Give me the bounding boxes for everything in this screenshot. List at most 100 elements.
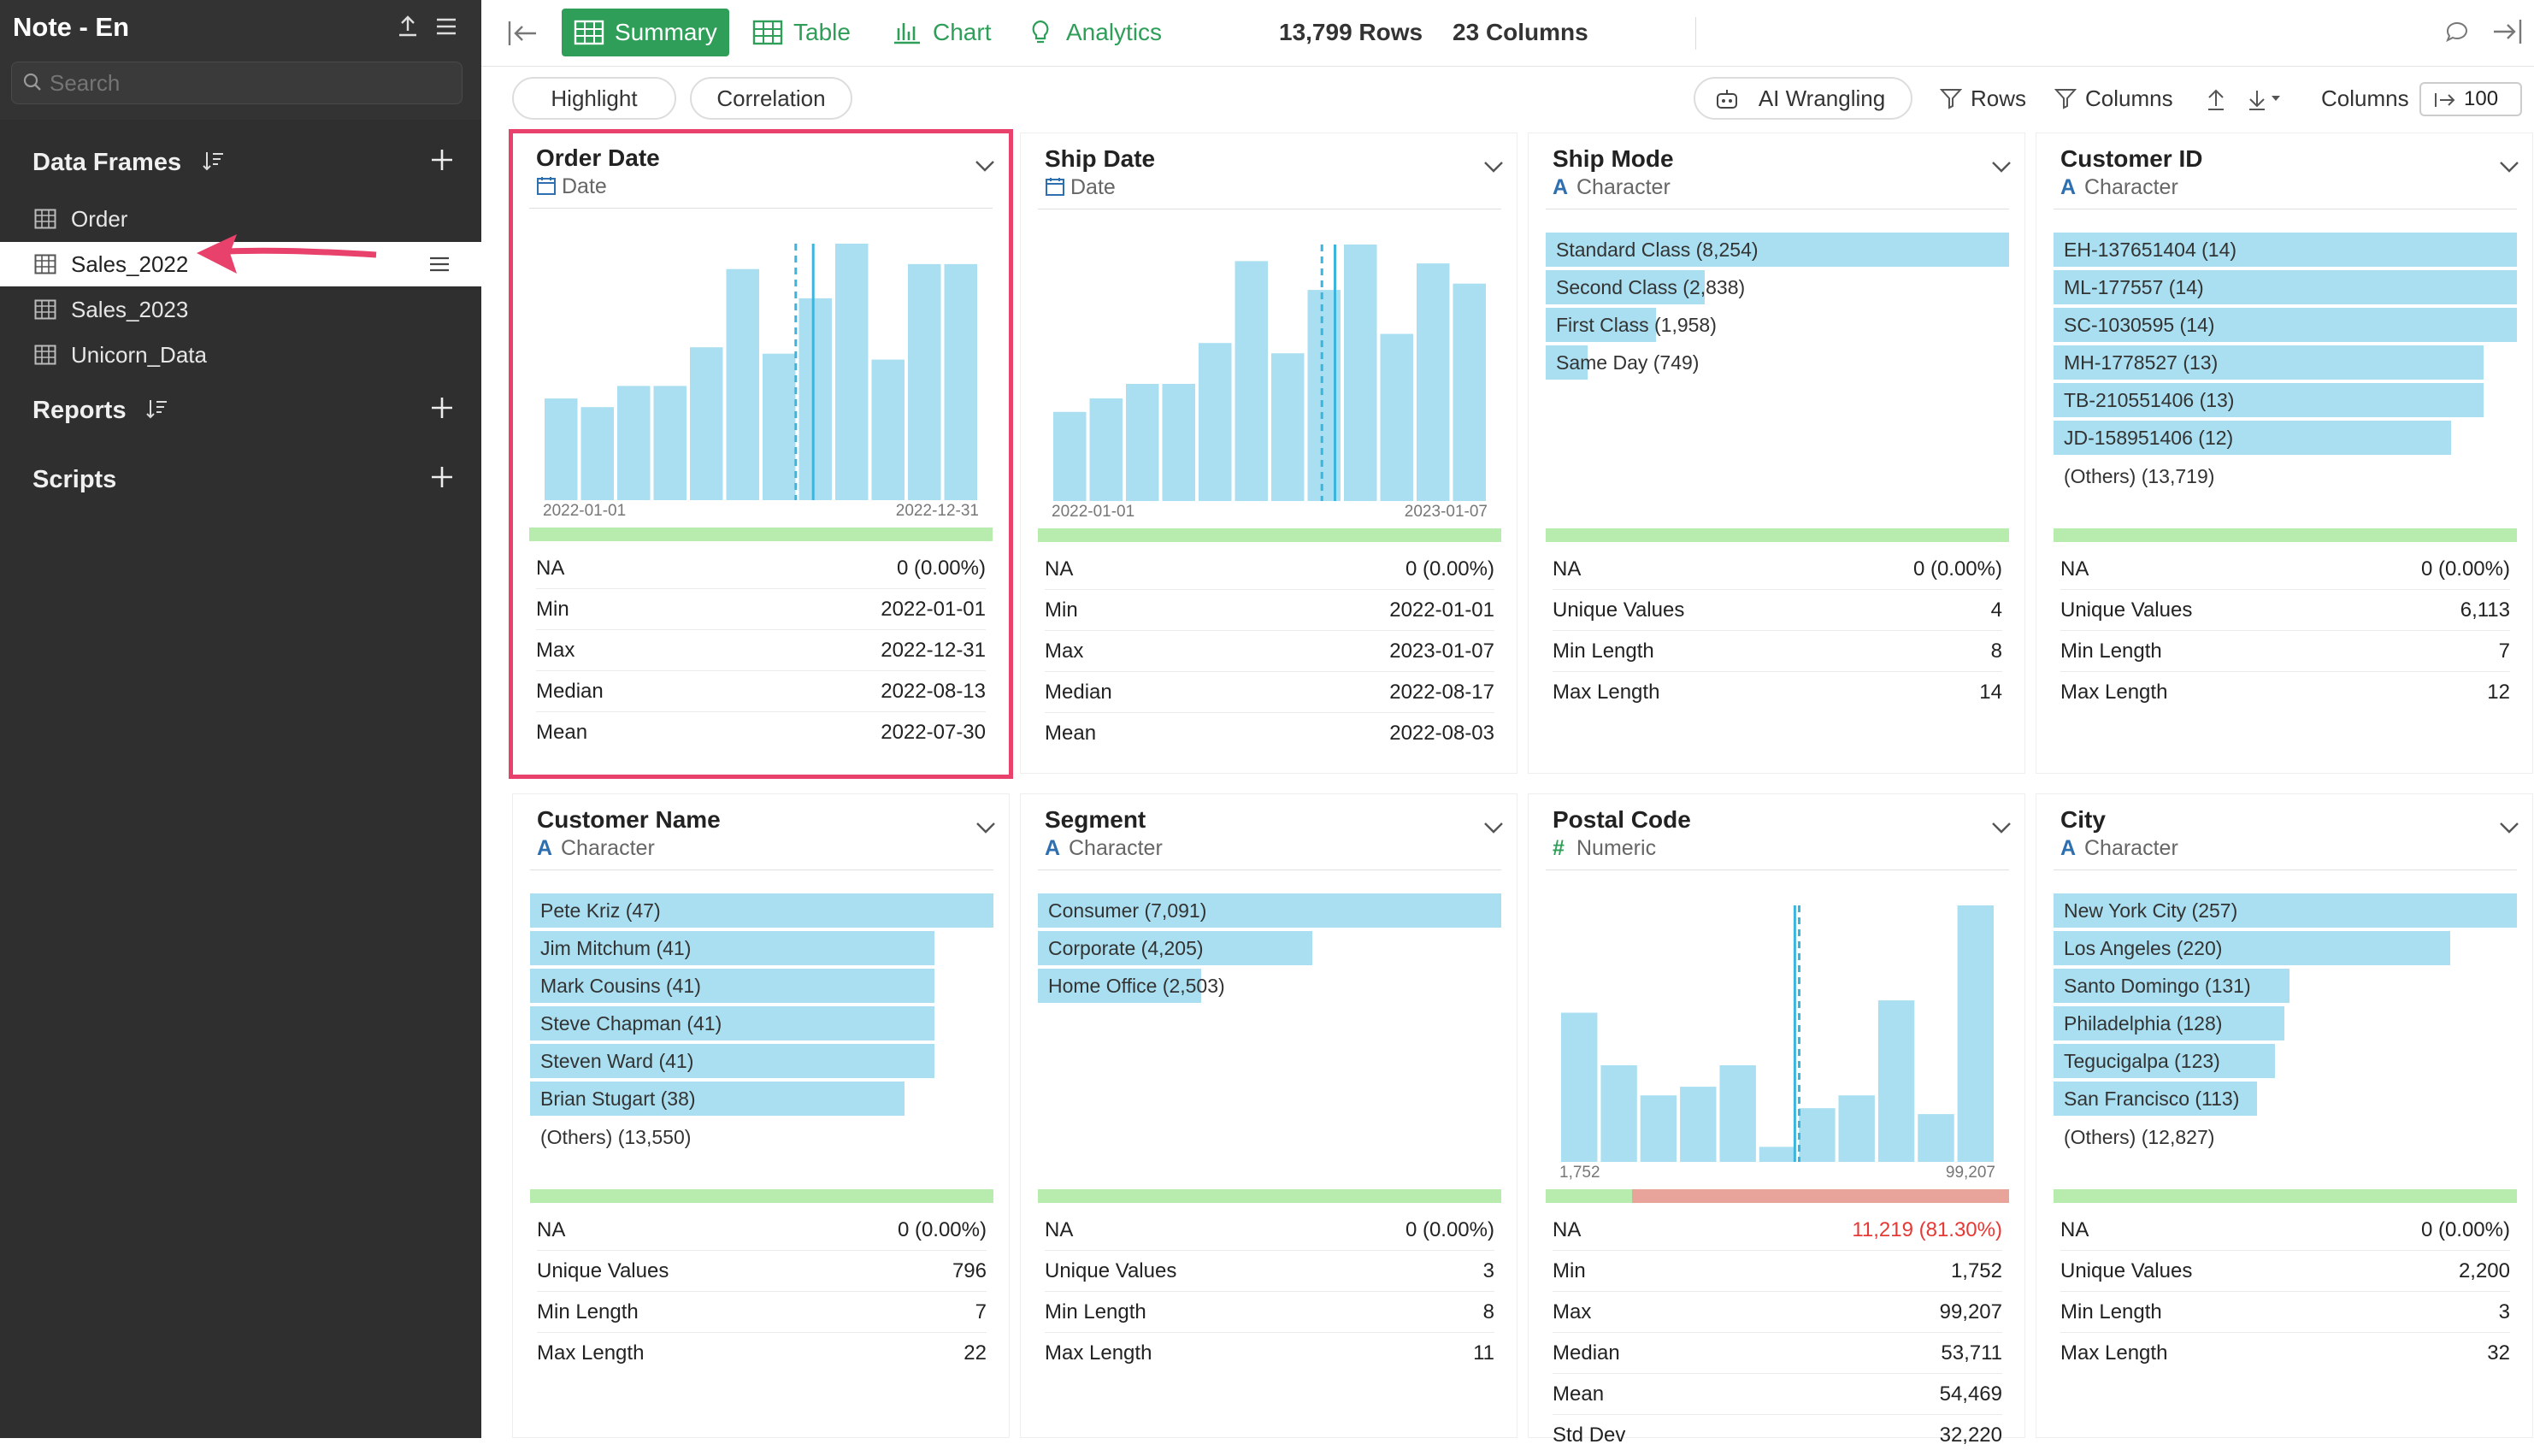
histogram-bar[interactable] bbox=[1838, 1095, 1875, 1162]
category-bar[interactable] bbox=[530, 969, 934, 1003]
correlation-button[interactable]: Correlation bbox=[690, 77, 852, 120]
chevron-down-icon[interactable] bbox=[975, 820, 997, 835]
histogram-bar[interactable] bbox=[1053, 411, 1087, 501]
column-summary-card[interactable]: Customer ID A Character EH-137651404 (14) ML… bbox=[2036, 133, 2533, 774]
histogram-bar[interactable] bbox=[653, 386, 687, 500]
hamburger-menu-icon[interactable] bbox=[433, 14, 459, 39]
column-summary-card[interactable]: Segment A Character Consumer (7,091) Corpora… bbox=[1020, 793, 1517, 1438]
histogram-bar[interactable] bbox=[1918, 1114, 1954, 1162]
histogram-bar[interactable] bbox=[1877, 1000, 1915, 1162]
sort-icon[interactable] bbox=[200, 149, 226, 174]
histogram-bar[interactable] bbox=[1235, 261, 1269, 501]
histogram-bar[interactable] bbox=[944, 263, 978, 500]
column-summary-card[interactable]: Order Date Date 2022-01-01 2022-12-31 NA 0 (0… bbox=[509, 129, 1013, 779]
expand-right-icon[interactable] bbox=[2492, 17, 2523, 46]
item-menu-icon[interactable] bbox=[427, 253, 451, 275]
chevron-down-icon[interactable] bbox=[1482, 820, 1505, 835]
add-report-icon[interactable] bbox=[429, 395, 455, 421]
category-bar[interactable] bbox=[2054, 421, 2451, 455]
histogram-bar[interactable] bbox=[726, 268, 760, 500]
histogram-bar[interactable] bbox=[617, 386, 651, 500]
category-bar[interactable] bbox=[1546, 308, 1656, 342]
tab-summary[interactable]: Summary bbox=[562, 9, 729, 56]
sidebar-item-data-frame[interactable]: Sales_2023 bbox=[0, 287, 481, 332]
category-bar[interactable] bbox=[2054, 233, 2517, 267]
histogram-bar[interactable] bbox=[690, 347, 723, 500]
upload-icon[interactable] bbox=[395, 14, 421, 39]
category-bar[interactable] bbox=[530, 1044, 934, 1078]
histogram-bar[interactable] bbox=[1380, 333, 1414, 502]
search-input[interactable] bbox=[11, 62, 463, 104]
chevron-down-icon[interactable] bbox=[2498, 820, 2520, 835]
category-bar[interactable] bbox=[1546, 233, 2009, 267]
histogram-bar[interactable] bbox=[1561, 1012, 1598, 1163]
ai-wrangling-button[interactable]: AI Wrangling bbox=[1694, 77, 1912, 120]
chevron-down-icon[interactable] bbox=[1990, 159, 2012, 174]
column-summary-card[interactable]: Ship Date Date 2022-01-01 2023-01-07 NA 0 (0.… bbox=[1020, 133, 1517, 774]
category-bar[interactable] bbox=[530, 893, 993, 928]
sidebar-item-data-frame[interactable]: Order bbox=[0, 197, 481, 241]
histogram-bar[interactable] bbox=[1271, 353, 1305, 501]
sort-down-menu-icon[interactable] bbox=[2246, 87, 2284, 111]
histogram-bar[interactable] bbox=[1126, 384, 1159, 501]
category-bar[interactable] bbox=[530, 1006, 934, 1040]
histogram-bar[interactable] bbox=[908, 263, 941, 500]
histogram-bar[interactable] bbox=[1799, 1108, 1836, 1162]
category-bar[interactable] bbox=[2054, 308, 2517, 342]
category-bar[interactable] bbox=[2054, 383, 2484, 417]
collapse-sidebar-icon[interactable] bbox=[507, 19, 538, 48]
category-bar[interactable] bbox=[2054, 893, 2517, 928]
category-bar[interactable] bbox=[2054, 1082, 2257, 1116]
histogram-bar[interactable] bbox=[1600, 1065, 1637, 1162]
category-bar[interactable] bbox=[2054, 345, 2484, 380]
column-summary-card[interactable]: Postal Code # Numeric 1,752 99,207 NA 11,219 (… bbox=[1528, 793, 2025, 1447]
columns-filter-button[interactable]: Columns bbox=[2054, 85, 2173, 112]
column-summary-card[interactable]: City A Character New York City (257) Los Ang… bbox=[2036, 793, 2533, 1438]
histogram-bar[interactable] bbox=[835, 244, 869, 500]
columns-count-input[interactable]: 100 bbox=[2419, 82, 2522, 116]
add-script-icon[interactable] bbox=[429, 464, 455, 490]
histogram-bar[interactable] bbox=[1640, 1095, 1677, 1162]
rows-filter-button[interactable]: Rows bbox=[1940, 85, 2026, 112]
tab-table[interactable]: Table bbox=[740, 9, 863, 56]
histogram-bar[interactable] bbox=[1417, 263, 1450, 501]
category-bar[interactable] bbox=[1038, 893, 1501, 928]
chevron-down-icon[interactable] bbox=[1990, 820, 2012, 835]
sidebar-item-data-frame[interactable]: Unicorn_Data bbox=[0, 333, 481, 377]
sort-up-icon[interactable] bbox=[2205, 87, 2227, 111]
chevron-down-icon[interactable] bbox=[2498, 159, 2520, 174]
comment-icon[interactable] bbox=[2444, 19, 2470, 44]
chevron-down-icon[interactable] bbox=[974, 158, 996, 174]
tab-analytics[interactable]: Analytics bbox=[1013, 9, 1174, 56]
histogram-bar[interactable] bbox=[1680, 1087, 1717, 1162]
category-bar[interactable] bbox=[530, 931, 934, 965]
category-bar[interactable] bbox=[2054, 1044, 2275, 1078]
category-bar[interactable] bbox=[1546, 270, 1705, 304]
histogram-bar[interactable] bbox=[545, 398, 578, 500]
category-bar[interactable] bbox=[1038, 969, 1201, 1003]
histogram-bar[interactable] bbox=[1162, 384, 1196, 501]
sort-icon[interactable] bbox=[144, 397, 169, 422]
category-bar[interactable] bbox=[2054, 270, 2517, 304]
histogram-bar[interactable] bbox=[1719, 1065, 1756, 1162]
column-summary-card[interactable]: Ship Mode A Character Standard Class (8,254… bbox=[1528, 133, 2025, 774]
tab-chart[interactable]: Chart bbox=[880, 9, 1003, 56]
histogram-bar[interactable] bbox=[580, 407, 615, 500]
chevron-down-icon[interactable] bbox=[1482, 159, 1505, 174]
histogram-bar[interactable] bbox=[871, 359, 905, 500]
histogram-bar[interactable] bbox=[1344, 245, 1377, 501]
category-bar[interactable] bbox=[530, 1082, 905, 1116]
column-summary-card[interactable]: Customer Name A Character Pete Kriz (47) Jim… bbox=[512, 793, 1010, 1438]
histogram-bar[interactable] bbox=[1453, 283, 1487, 501]
category-bar[interactable] bbox=[1546, 345, 1588, 380]
category-bar[interactable] bbox=[2054, 1006, 2284, 1040]
add-data-frame-icon[interactable] bbox=[429, 147, 455, 173]
histogram-bar[interactable] bbox=[1759, 1147, 1796, 1162]
histogram-bar[interactable] bbox=[763, 353, 796, 500]
category-bar[interactable] bbox=[2054, 969, 2289, 1003]
highlight-button[interactable]: Highlight bbox=[512, 77, 676, 120]
histogram-bar[interactable] bbox=[1199, 343, 1232, 501]
histogram-bar[interactable] bbox=[799, 298, 833, 500]
histogram-bar[interactable] bbox=[1957, 905, 1994, 1162]
category-bar[interactable] bbox=[1038, 931, 1312, 965]
